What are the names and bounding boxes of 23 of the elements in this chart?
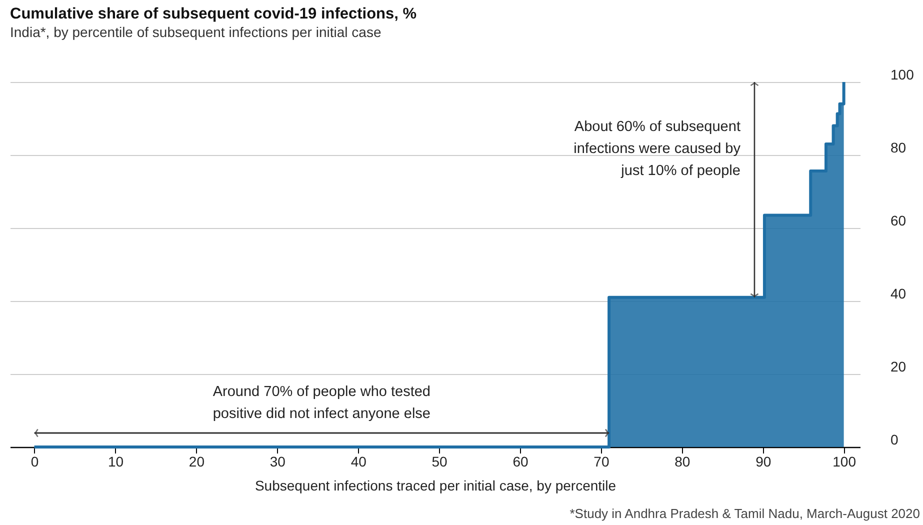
x-tick-label: 20 xyxy=(188,454,205,470)
x-tick-label: 0 xyxy=(30,454,39,470)
y-tick-label: 100 xyxy=(890,66,914,82)
y-tick-label: 60 xyxy=(890,212,906,228)
text: *Study in Andhra Pradesh & Tamil Nadu, March-August 2020 xyxy=(570,506,920,521)
x-tick-label: 90 xyxy=(756,454,772,470)
x-tick-label: 60 xyxy=(512,454,528,470)
x-tick-label: 40 xyxy=(350,454,367,470)
y-tick-label: 0 xyxy=(890,432,898,448)
y-tick-label: 40 xyxy=(890,286,906,302)
y-tick-label: 20 xyxy=(890,358,906,374)
x-tick-label: 100 xyxy=(832,454,856,470)
x-tick-label: 30 xyxy=(270,454,286,470)
y-tick-label: 80 xyxy=(890,140,906,156)
x-axis-title: Subsequent infections traced per initial case, by percentile xyxy=(254,478,616,494)
x-tick-label: 50 xyxy=(432,454,448,470)
annotation: Around 70% of people who tested positive did not infect anyone else xyxy=(212,384,430,422)
annotation: About 60% of subsequent infections were caused by just 10% of people xyxy=(574,119,742,179)
x-tick-label: 10 xyxy=(108,454,124,470)
chart-subtitle: India*, by percentile of subsequent infections per initial case xyxy=(10,24,382,40)
x-tick-label: 70 xyxy=(594,454,610,470)
chart-title: Cumulative share of subsequent covid-19 infections, % xyxy=(10,6,417,22)
x-tick-label: 80 xyxy=(674,454,690,470)
